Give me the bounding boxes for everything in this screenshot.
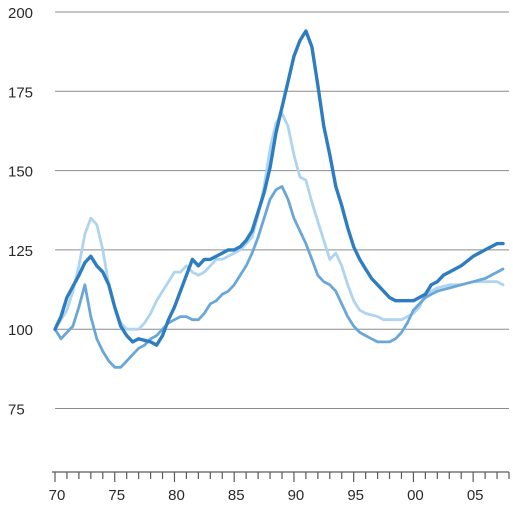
x-tick-label-95: 95 bbox=[347, 487, 364, 504]
y-tick-label-75: 75 bbox=[8, 402, 25, 419]
series-line-3 bbox=[53, 185, 505, 369]
x-tick-label-00: 00 bbox=[407, 487, 424, 504]
x-tick-label-70: 70 bbox=[49, 487, 66, 504]
series-lines bbox=[53, 29, 505, 369]
series-line-1 bbox=[53, 29, 505, 347]
x-tick-label-85: 85 bbox=[228, 487, 245, 504]
x-tick-label-90: 90 bbox=[288, 487, 305, 504]
grid-lines bbox=[55, 11, 509, 410]
y-tick-label-175: 175 bbox=[8, 84, 33, 101]
y-tick-label-100: 100 bbox=[8, 322, 33, 339]
y-axis-tick-labels: 75 100 125 150 175 200 bbox=[8, 5, 33, 419]
x-axis bbox=[52, 471, 510, 482]
x-axis-tick-labels: 70 75 80 85 90 95 00 05 bbox=[49, 487, 484, 504]
x-tick-label-75: 75 bbox=[108, 487, 125, 504]
y-tick-label-125: 125 bbox=[8, 243, 33, 260]
y-tick-label-200: 200 bbox=[8, 5, 33, 22]
y-tick-label-150: 150 bbox=[8, 164, 33, 181]
x-tick-label-80: 80 bbox=[168, 487, 185, 504]
series-line-2 bbox=[53, 112, 505, 331]
x-tick-label-05: 05 bbox=[467, 487, 484, 504]
